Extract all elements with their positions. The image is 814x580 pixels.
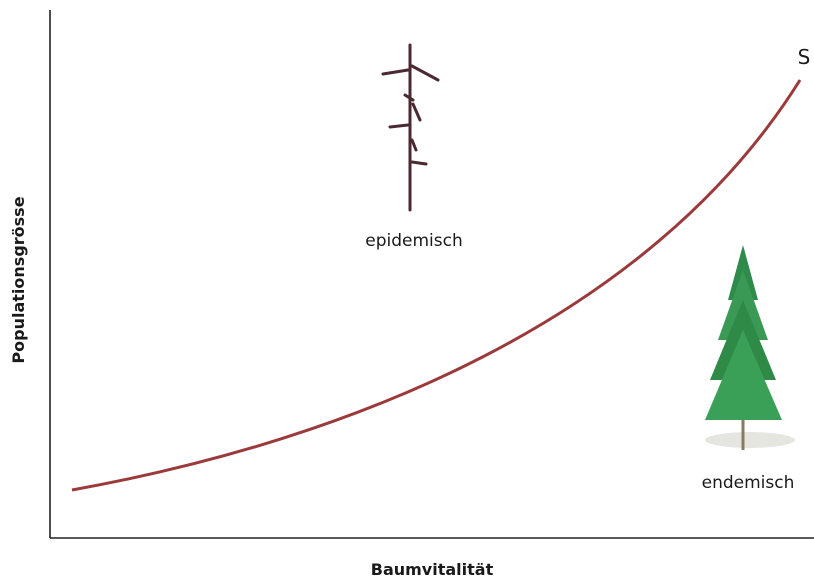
population-curve <box>72 80 800 490</box>
x-axis-label: Baumvitalität <box>371 560 494 579</box>
living-tree <box>705 245 795 450</box>
curve-label: S <box>798 45 811 69</box>
y-axis-label: Populationsgrösse <box>9 196 28 363</box>
axes <box>50 10 814 538</box>
diagram: S epidemisch endemisch Baumvitalität Pop… <box>0 0 814 580</box>
page: S epidemisch endemisch Baumvitalität Pop… <box>0 0 814 580</box>
dead-tree <box>383 45 438 210</box>
epidemic-label: epidemisch <box>365 231 462 251</box>
endemic-label: endemisch <box>702 473 795 493</box>
